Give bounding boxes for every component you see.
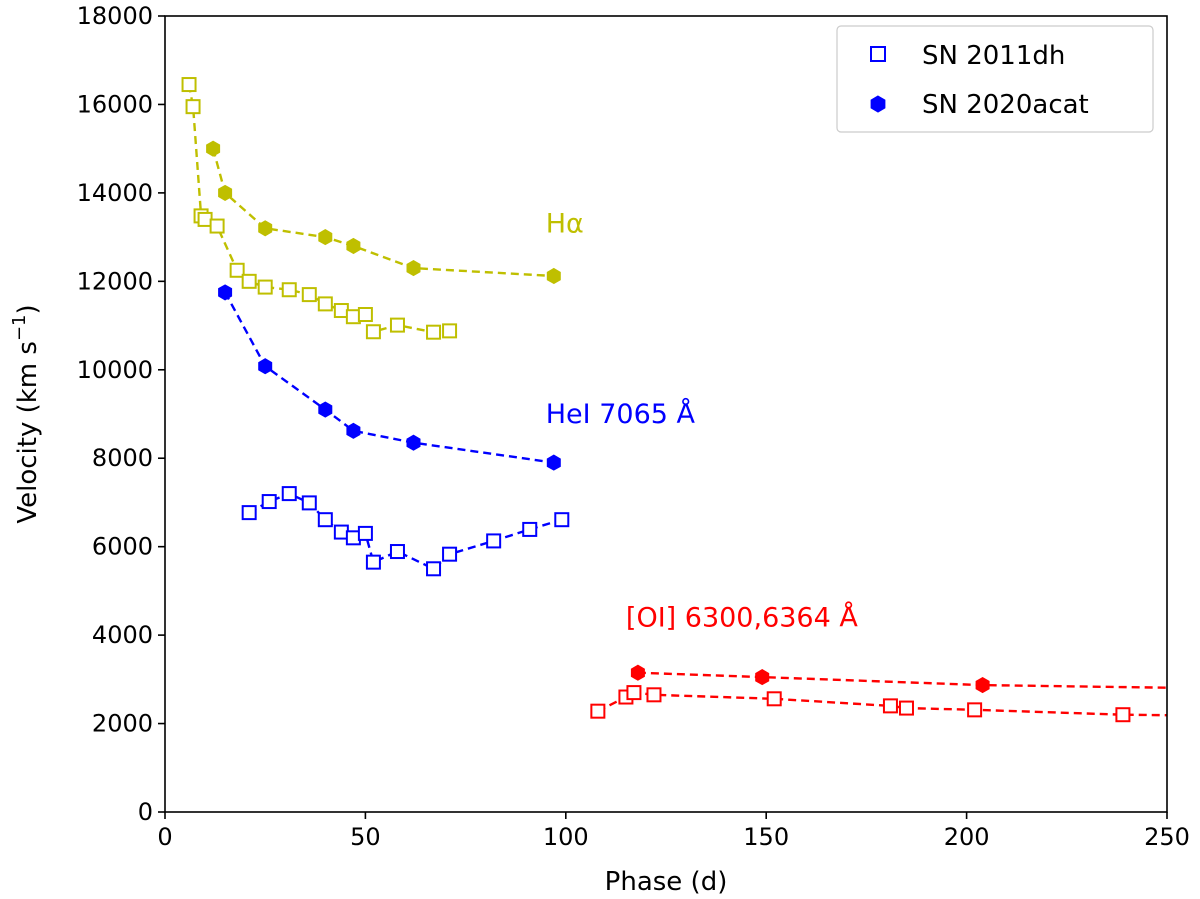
- data-point-sn-2011dh-hei-7065: [357, 525, 373, 541]
- data-point-sn-2011dh-hei-7065: [554, 512, 570, 528]
- y-tick-label: 4000: [92, 621, 153, 649]
- data-point-sn-2020acat-hei-7065: [258, 358, 273, 375]
- data-point-sn-2020acat-hei-7065: [318, 401, 333, 418]
- data-point-sn-2020acat-h: [346, 237, 361, 255]
- x-tick-label: 100: [543, 823, 589, 851]
- x-tick-label: 150: [743, 823, 789, 851]
- data-point-sn-2011dh-oi: [626, 685, 642, 701]
- data-point-sn-2011dh-hei-7065: [317, 512, 333, 528]
- y-tick-label: 8000: [92, 444, 153, 472]
- data-point-sn-2011dh-oi: [590, 703, 606, 719]
- y-tick-label: 16000: [77, 90, 153, 118]
- data-point-sn-2011dh-hei-7065: [389, 544, 405, 560]
- data-point-sn-2011dh-oi: [646, 687, 662, 703]
- data-point-sn-2011dh-h: [301, 287, 317, 303]
- data-point-sn-2011dh-h: [257, 279, 273, 295]
- y-axis-label-end: ): [13, 304, 43, 314]
- annotation-label: Hα: [546, 209, 584, 240]
- series-line-sn-2011dh-oi: [597, 691, 1167, 717]
- data-point-sn-2011dh-h: [209, 218, 225, 234]
- y-axis-label-sup: −1: [9, 315, 30, 342]
- y-tick-label: 2000: [92, 710, 153, 738]
- annotations: Hα HeI 7065 Å [OI] 6300,6364 Å: [546, 209, 859, 634]
- data-point-sn-2011dh-oi: [967, 702, 983, 718]
- data-point-sn-2020acat-hei-7065: [346, 422, 361, 439]
- data-point-sn-2011dh-hei-7065: [301, 495, 317, 511]
- legend: SN 2011dh SN 2020acat: [836, 25, 1154, 133]
- data-point-sn-2020acat-oi: [975, 677, 990, 694]
- data-point-sn-2011dh-h: [357, 307, 373, 322]
- series-line-sn-2020acat-hei-7065: [224, 291, 554, 464]
- legend-marker-sn2011dh: [870, 46, 886, 62]
- x-tick-label: 200: [944, 823, 990, 851]
- series-line-sn-2020acat-oi: [637, 671, 1167, 689]
- data-point-sn-2011dh-hei-7065: [442, 546, 458, 562]
- plot-area: [165, 16, 1167, 812]
- data-point-sn-2011dh-h: [426, 324, 442, 340]
- y-tick-label: 12000: [77, 267, 153, 295]
- legend-box: [836, 25, 1154, 133]
- annotation-label: HeI 7065 Å: [546, 398, 696, 430]
- y-axis-label: Velocity (km s−1): [9, 304, 43, 523]
- legend-label-sn2011dh: SN 2011dh: [922, 41, 1065, 71]
- data-point-sn-2011dh-h: [281, 282, 297, 298]
- series-layer: [181, 77, 1167, 723]
- y-tick-label: 18000: [77, 2, 153, 30]
- ticks: 0 50 100 150 200 250 0 2000 4000 6000 8000 10000 120…: [77, 2, 1190, 851]
- data-point-sn-2020acat-h: [218, 184, 233, 201]
- data-point-sn-2011dh-hei-7065: [261, 494, 277, 510]
- data-point-sn-2020acat-hei-7065: [546, 454, 561, 471]
- data-point-sn-2011dh-oi: [898, 700, 914, 716]
- data-point-sn-2011dh-h: [241, 273, 257, 289]
- data-point-sn-2020acat-h: [206, 140, 221, 157]
- y-tick-label: 14000: [77, 179, 153, 207]
- data-point-sn-2020acat-h: [546, 267, 561, 285]
- data-point-sn-2020acat-oi: [630, 664, 645, 681]
- data-point-sn-2011dh-h: [365, 324, 381, 340]
- x-axis-label: Phase (d): [605, 867, 728, 897]
- y-tick-label: 0: [138, 798, 153, 826]
- x-tick-label: 0: [157, 823, 172, 851]
- data-point-sn-2020acat-h: [318, 229, 333, 246]
- x-tick-label: 50: [350, 823, 381, 851]
- data-point-sn-2011dh-hei-7065: [241, 505, 257, 521]
- data-point-sn-2020acat-h: [258, 220, 273, 237]
- data-point-sn-2011dh-h: [317, 296, 333, 312]
- data-point-sn-2020acat-h: [406, 260, 421, 277]
- data-point-sn-2011dh-h: [185, 99, 201, 115]
- y-axis-label-main: Velocity (km s: [13, 341, 43, 524]
- data-point-sn-2011dh-oi: [882, 698, 898, 714]
- data-point-sn-2011dh-hei-7065: [281, 486, 297, 502]
- data-point-sn-2011dh-h: [442, 323, 458, 339]
- axes-frame: [164, 15, 1168, 813]
- data-point-sn-2011dh-hei-7065: [426, 561, 442, 577]
- x-tick-label: 250: [1144, 823, 1190, 851]
- data-point-sn-2020acat-oi: [755, 669, 770, 686]
- data-point-sn-2011dh-hei-7065: [486, 533, 502, 549]
- data-point-sn-2011dh-h: [229, 262, 245, 278]
- data-point-sn-2011dh-oi: [766, 691, 782, 707]
- data-point-sn-2020acat-hei-7065: [406, 434, 421, 451]
- data-point-sn-2011dh-hei-7065: [522, 521, 538, 537]
- data-point-sn-2020acat-hei-7065: [218, 284, 233, 301]
- legend-label-sn2020acat: SN 2020acat: [922, 90, 1089, 120]
- data-point-sn-2011dh-h: [181, 77, 197, 93]
- data-point-sn-2011dh-h: [389, 317, 405, 333]
- y-tick-label: 6000: [92, 533, 153, 561]
- data-point-sn-2011dh-hei-7065: [365, 554, 381, 570]
- annotation-label: [OI] 6300,6364 Å: [626, 601, 858, 633]
- data-point-sn-2011dh-oi: [1115, 707, 1131, 723]
- legend-marker-sn2020acat: [870, 95, 886, 113]
- y-tick-label: 10000: [77, 356, 153, 384]
